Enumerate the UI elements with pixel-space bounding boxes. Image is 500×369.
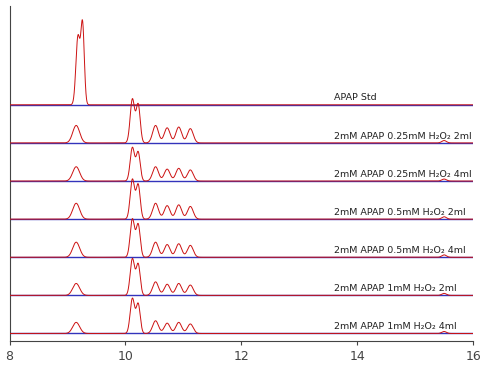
Text: 2mM APAP 0.5mM H₂O₂ 2ml: 2mM APAP 0.5mM H₂O₂ 2ml [334, 208, 466, 217]
Text: 2mM APAP 1mM H₂O₂ 4ml: 2mM APAP 1mM H₂O₂ 4ml [334, 322, 456, 331]
Text: 2mM APAP 1mM H₂O₂ 2ml: 2mM APAP 1mM H₂O₂ 2ml [334, 284, 456, 293]
Text: APAP Std: APAP Std [334, 93, 376, 103]
Text: 2mM APAP 0.25mM H₂O₂ 2ml: 2mM APAP 0.25mM H₂O₂ 2ml [334, 131, 471, 141]
Text: 2mM APAP 0.25mM H₂O₂ 4ml: 2mM APAP 0.25mM H₂O₂ 4ml [334, 170, 471, 179]
Text: 2mM APAP 0.5mM H₂O₂ 4ml: 2mM APAP 0.5mM H₂O₂ 4ml [334, 246, 466, 255]
